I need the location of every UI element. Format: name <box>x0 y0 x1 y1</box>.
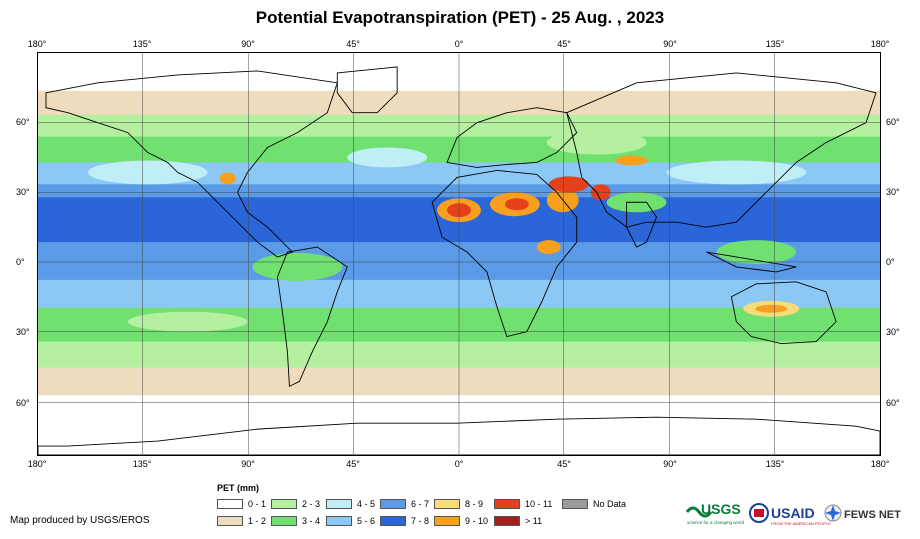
usaid-wordmark: USAID <box>771 505 815 521</box>
lon-label-top: 90° <box>663 39 677 49</box>
usaid-tagline: FROM THE AMERICAN PEOPLE <box>771 521 831 526</box>
lon-label-top: 135° <box>132 39 152 49</box>
lon-label-top: 90° <box>241 39 255 49</box>
legend-swatch <box>326 499 352 509</box>
lat-label-left: 60° <box>16 117 30 127</box>
legend-item: 4 - 5 <box>326 498 375 510</box>
map-title: Potential Evapotranspiration (PET) - 25 … <box>255 8 665 27</box>
usaid-logo: USAID FROM THE AMERICAN PEOPLE <box>749 503 831 526</box>
lon-label-bottom: 135° <box>132 459 152 469</box>
legend-label: 4 - 5 <box>357 499 376 509</box>
usgs-logo: USGS science for a changing world <box>685 501 745 525</box>
lon-label-top: 180° <box>27 39 47 49</box>
legend-label: 10 - 11 <box>525 499 553 509</box>
lon-label-top: 45° <box>346 39 360 49</box>
legend-label: 8 - 9 <box>465 499 484 509</box>
legend-swatch <box>434 499 460 509</box>
legend-item: 6 - 7 <box>380 498 429 510</box>
legend-label: > 11 <box>525 516 543 526</box>
lat-label-left: 60° <box>16 398 30 408</box>
legend-item: 5 - 6 <box>326 515 375 527</box>
legend-item: No Data <box>562 498 626 510</box>
lon-label-top: 180° <box>870 39 890 49</box>
usgs-wordmark: USGS <box>701 501 741 517</box>
legend-label: 6 - 7 <box>411 499 430 509</box>
fews-wordmark: FEWS NET <box>844 509 901 521</box>
legend-item: 8 - 9 <box>434 498 483 510</box>
legend-swatch <box>217 499 243 509</box>
usgs-tagline: science for a changing world <box>687 520 745 525</box>
legend-swatch <box>380 516 406 526</box>
legend-item: 3 - 4 <box>271 515 320 527</box>
lat-label-right: 30° <box>886 187 900 197</box>
legend-title: PET (mm) <box>217 483 260 493</box>
fews-net-logo: FEWS NET <box>824 504 901 522</box>
lon-label-bottom: 180° <box>870 459 890 469</box>
legend-swatch <box>217 516 243 526</box>
legend-item: 9 - 10 <box>434 515 488 527</box>
graticule <box>38 53 880 455</box>
lat-label-left: 30° <box>16 187 30 197</box>
lon-label-bottom: 90° <box>241 459 255 469</box>
lon-label-bottom: 90° <box>663 459 677 469</box>
lon-label-bottom: 45° <box>346 459 360 469</box>
legend-item: 0 - 1 <box>217 498 266 510</box>
lon-label-top: 45° <box>557 39 571 49</box>
legend-item: 7 - 8 <box>380 515 429 527</box>
lat-label-left: 0° <box>16 257 25 267</box>
legend-label: 0 - 1 <box>248 499 267 509</box>
legend-item: 1 - 2 <box>217 515 266 527</box>
legend-label: 1 - 2 <box>248 516 267 526</box>
lon-label-top: 135° <box>765 39 785 49</box>
legend-item: > 11 <box>494 515 542 527</box>
lon-label-bottom: 180° <box>27 459 47 469</box>
legend-item: 2 - 3 <box>271 498 320 510</box>
legend-item: 10 - 11 <box>494 498 552 510</box>
lon-label-bottom: 45° <box>557 459 571 469</box>
pet-world-map[interactable] <box>37 52 881 456</box>
legend-swatch <box>434 516 460 526</box>
legend-label: 2 - 3 <box>302 499 321 509</box>
legend-swatch <box>326 516 352 526</box>
legend-label: 7 - 8 <box>411 516 430 526</box>
lat-label-right: 60° <box>886 117 900 127</box>
legend-swatch <box>494 499 520 509</box>
pet-hot-spots <box>219 155 800 317</box>
lon-label-top: 0° <box>454 39 464 49</box>
legend-label: No Data <box>593 499 627 509</box>
lat-label-right: 0° <box>886 257 895 267</box>
legend-swatch <box>271 499 297 509</box>
lat-label-left: 30° <box>16 327 30 337</box>
agency-logos: USGS science for a changing world USAID … <box>685 501 901 526</box>
lat-label-right: 30° <box>886 327 900 337</box>
lon-label-bottom: 0° <box>454 459 464 469</box>
legend-swatch <box>380 499 406 509</box>
legend-swatch <box>271 516 297 526</box>
legend-label: 9 - 10 <box>465 516 489 526</box>
map-credit: Map produced by USGS/EROS <box>10 515 150 526</box>
lat-label-right: 60° <box>886 398 900 408</box>
legend-label: 5 - 6 <box>357 516 376 526</box>
legend-swatch <box>562 499 588 509</box>
legend-label: 3 - 4 <box>302 516 321 526</box>
lon-label-bottom: 135° <box>765 459 785 469</box>
legend-swatch <box>494 516 520 526</box>
